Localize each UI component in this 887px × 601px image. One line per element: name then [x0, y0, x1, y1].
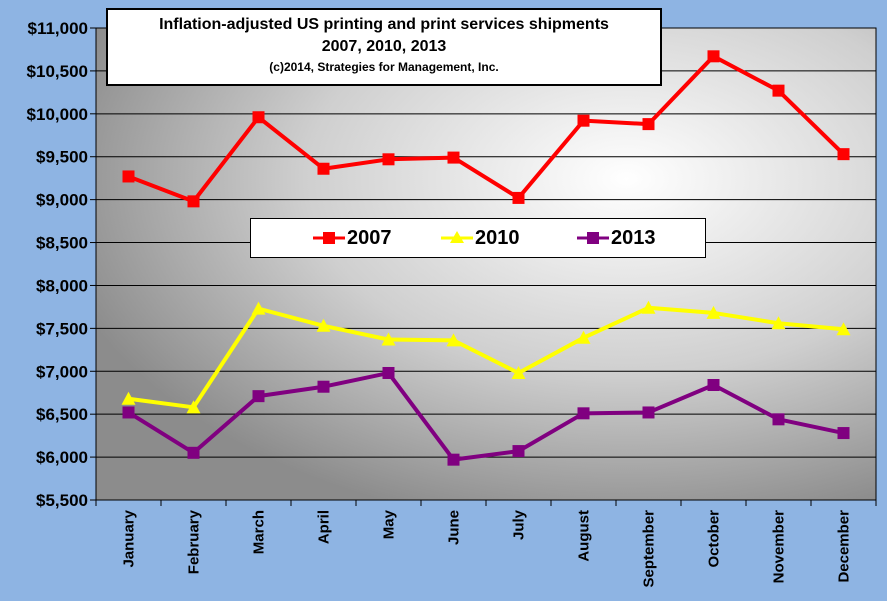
data-point-2007: [317, 162, 330, 175]
legend-label-2013: 2013: [611, 226, 656, 249]
legend-label-2010: 2010: [475, 226, 520, 249]
x-tick-label: March: [251, 510, 268, 554]
series-line-2007: [127, 54, 845, 204]
data-point-2010: [576, 330, 591, 344]
legend-marker-2013: [577, 232, 609, 244]
y-tick-label: $10,500: [27, 62, 88, 81]
series-line-2013: [127, 370, 844, 462]
data-point-2007: [122, 170, 135, 183]
x-tick-label: September: [641, 510, 658, 588]
chart-credit: (c)2014, Strategies for Management, Inc.: [269, 60, 499, 74]
legend-marker-2007: [313, 232, 345, 244]
data-point-2013: [577, 407, 590, 420]
legend-item-2013: 2013: [575, 219, 656, 257]
data-point-2013: [707, 379, 720, 392]
data-point-2013: [252, 390, 265, 403]
y-tick-label: $9,000: [36, 191, 88, 210]
data-point-2010: [121, 391, 136, 405]
data-point-2010: [706, 305, 721, 319]
data-point-2007: [187, 195, 200, 208]
data-point-2010: [771, 316, 786, 330]
data-point-2013: [837, 427, 850, 440]
data-point-2013: [122, 406, 135, 419]
plot-area: [95, 27, 877, 501]
data-point-2013: [382, 366, 395, 379]
data-point-2007: [512, 191, 525, 204]
data-point-2010: [316, 318, 331, 332]
y-tick-label: $7,500: [36, 319, 88, 338]
series-line-2010: [128, 305, 844, 410]
x-tick-label: December: [836, 510, 853, 583]
x-tick-label: October: [706, 510, 723, 568]
data-point-2010: [511, 365, 526, 379]
x-tick-label: April: [316, 510, 333, 544]
chart-title-box: Inflation-adjusted US printing and print…: [106, 8, 662, 86]
x-tick-label: February: [186, 509, 203, 574]
data-point-2010: [381, 332, 396, 346]
legend-marker-2010: [441, 231, 473, 243]
x-tick-label: January: [121, 509, 138, 567]
x-tick-label: August: [576, 510, 593, 562]
data-point-2010: [186, 400, 201, 414]
data-point-2007: [447, 151, 460, 164]
y-tick-label: $10,000: [27, 105, 88, 124]
data-point-2010: [446, 333, 461, 347]
data-point-2007: [642, 118, 655, 131]
data-point-2013: [772, 413, 785, 426]
data-point-2007: [577, 114, 590, 127]
x-tick-label: May: [381, 509, 398, 539]
x-tick-label: July: [511, 509, 528, 540]
data-point-2013: [642, 406, 655, 419]
data-point-2013: [317, 380, 330, 393]
data-point-2010: [251, 301, 266, 315]
y-tick-label: $7,000: [36, 362, 88, 381]
data-point-2007: [382, 153, 395, 166]
y-tick-label: $6,500: [36, 405, 88, 424]
x-tick-label: November: [771, 510, 788, 584]
y-tick-label: $9,500: [36, 148, 88, 167]
data-point-2007: [837, 148, 850, 161]
y-tick-label: $6,000: [36, 448, 88, 467]
y-tick-label: $8,000: [36, 276, 88, 295]
data-point-2013: [187, 446, 200, 459]
data-point-2013: [447, 453, 460, 466]
legend-item-2010: 2010: [439, 219, 520, 257]
x-tick-label: June: [446, 510, 463, 545]
chart-title: Inflation-adjusted US printing and print…: [159, 16, 609, 33]
data-point-2010: [836, 322, 851, 336]
y-tick-label: $8,500: [36, 234, 88, 253]
chart-subtitle: 2007, 2010, 2013: [321, 38, 447, 55]
data-point-2007: [772, 84, 785, 97]
data-point-2013: [512, 445, 525, 458]
y-tick-label: $11,000: [27, 19, 88, 38]
data-point-2010: [641, 300, 656, 314]
data-point-2007: [707, 50, 720, 63]
y-tick-label: $5,500: [36, 491, 88, 510]
legend-item-2007: 2007: [311, 219, 392, 257]
legend: 2007 2010 2013: [250, 218, 706, 258]
data-point-2007: [252, 111, 265, 124]
legend-label-2007: 2007: [347, 226, 392, 249]
